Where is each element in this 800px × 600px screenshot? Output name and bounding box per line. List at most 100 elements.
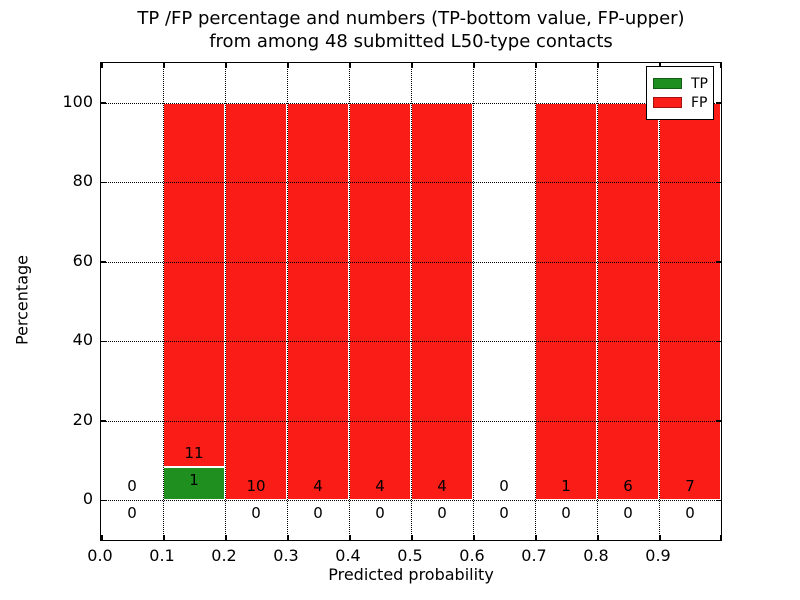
x-tick-label: 0.1	[149, 546, 175, 565]
fp-bar-segment	[411, 102, 473, 501]
tp-count-label: 0	[499, 503, 509, 522]
fp-bar-segment	[349, 102, 411, 501]
x-tick-mark	[659, 63, 661, 68]
tp-count-label: 0	[375, 503, 385, 522]
vertical-gridline	[225, 63, 226, 540]
x-tick-mark	[225, 535, 227, 540]
x-tick-mark	[597, 535, 599, 540]
x-tick-mark	[411, 535, 413, 540]
fp-bar-segment	[535, 102, 597, 501]
tp-count-label: 0	[313, 503, 323, 522]
x-tick-label: 0.3	[273, 546, 299, 565]
y-tick-mark	[101, 261, 106, 263]
tp-count-label: 0	[251, 503, 261, 522]
legend-item-tp: TP	[653, 75, 708, 92]
fp-count-label: 7	[685, 477, 695, 496]
tp-bar-segment	[163, 467, 225, 501]
legend-item-fp: FP	[653, 94, 708, 111]
x-tick-mark	[287, 535, 289, 540]
chart-title: TP /FP percentage and numbers (TP-bottom…	[137, 7, 684, 53]
vertical-gridline	[163, 63, 164, 540]
fp-count-label: 4	[313, 477, 323, 496]
x-tick-label: 0.6	[459, 546, 485, 565]
y-axis-label: Percentage	[12, 254, 32, 346]
x-tick-mark	[101, 535, 103, 540]
vertical-gridline	[473, 63, 474, 540]
y-tick-label: 100	[62, 91, 93, 111]
x-tick-mark	[411, 63, 413, 68]
x-tick-mark	[535, 63, 537, 68]
fp-count-label: 1	[561, 477, 571, 496]
y-tick-mark	[716, 181, 721, 183]
x-tick-label: 0.7	[521, 546, 547, 565]
x-tick-mark	[473, 63, 475, 68]
tp-count-label: 0	[437, 503, 447, 522]
x-tick-label: 0.8	[583, 546, 609, 565]
y-tick-mark	[716, 340, 721, 342]
tp-count-label: 1	[189, 470, 199, 489]
x-tick-mark	[349, 63, 351, 68]
legend-label-tp: TP	[691, 75, 708, 92]
x-axis-label: Predicted probability	[328, 565, 494, 584]
legend-label-fp: FP	[691, 94, 708, 111]
fp-bar-segment	[287, 102, 349, 501]
fp-bar-segment	[659, 102, 721, 501]
tp-count-label: 0	[127, 503, 137, 522]
x-tick-mark	[225, 63, 227, 68]
legend: TP FP	[646, 66, 714, 120]
y-tick-mark	[101, 181, 106, 183]
y-tick-mark	[716, 102, 721, 104]
x-tick-mark	[719, 535, 721, 540]
x-tick-mark	[101, 63, 103, 68]
tp-count-label: 0	[623, 503, 633, 522]
y-tick-mark	[716, 499, 721, 501]
x-tick-label: 0.9	[645, 546, 671, 565]
y-tick-label: 20	[72, 409, 93, 429]
y-tick-mark	[101, 102, 106, 104]
y-tick-mark	[101, 420, 106, 422]
vertical-gridline	[349, 63, 350, 540]
vertical-gridline	[535, 63, 536, 540]
plot-area: 0 0 11 1 10 0 4 0 4 0 4 0 0 0 1 0 6 0 7 0	[100, 62, 722, 541]
y-tick-mark	[716, 420, 721, 422]
x-tick-label: 0.5	[397, 546, 423, 565]
x-tick-label: 0.4	[335, 546, 361, 565]
fp-count-label: 10	[246, 477, 266, 496]
tp-count-label: 0	[685, 503, 695, 522]
tp-count-label: 0	[561, 503, 571, 522]
fp-bar-segment	[225, 102, 287, 501]
fp-count-label: 0	[499, 477, 509, 496]
y-tick-mark	[101, 340, 106, 342]
fp-count-label: 0	[127, 477, 137, 496]
y-tick-label: 40	[72, 330, 93, 350]
x-tick-mark	[163, 63, 165, 68]
x-tick-mark	[163, 535, 165, 540]
x-tick-mark	[597, 63, 599, 68]
x-tick-mark	[473, 535, 475, 540]
fp-bar-segment	[597, 102, 659, 501]
fp-count-label: 4	[437, 477, 447, 496]
y-tick-label: 80	[72, 171, 93, 191]
y-tick-mark	[716, 261, 721, 263]
vertical-gridline	[597, 63, 598, 540]
y-tick-label: 0	[82, 489, 93, 509]
chart-title-line-1: TP /FP percentage and numbers (TP-bottom…	[137, 8, 685, 29]
fp-count-label: 6	[623, 477, 633, 496]
x-tick-label: 0.2	[211, 546, 237, 565]
x-tick-mark	[349, 535, 351, 540]
x-tick-mark	[287, 63, 289, 68]
x-tick-mark	[535, 535, 537, 540]
tp-color-swatch-icon	[653, 78, 682, 89]
x-tick-mark	[719, 63, 721, 68]
fp-count-label: 11	[184, 444, 204, 463]
fp-bar-segment	[163, 102, 225, 468]
y-tick-label: 60	[72, 250, 93, 270]
vertical-gridline	[659, 63, 660, 540]
fp-color-swatch-icon	[653, 97, 682, 108]
x-tick-label: 0.0	[87, 546, 113, 565]
chart-title-line-2: from among 48 submitted L50-type contact…	[209, 31, 613, 52]
vertical-gridline	[287, 63, 288, 540]
vertical-gridline	[411, 63, 412, 540]
x-tick-mark	[659, 535, 661, 540]
